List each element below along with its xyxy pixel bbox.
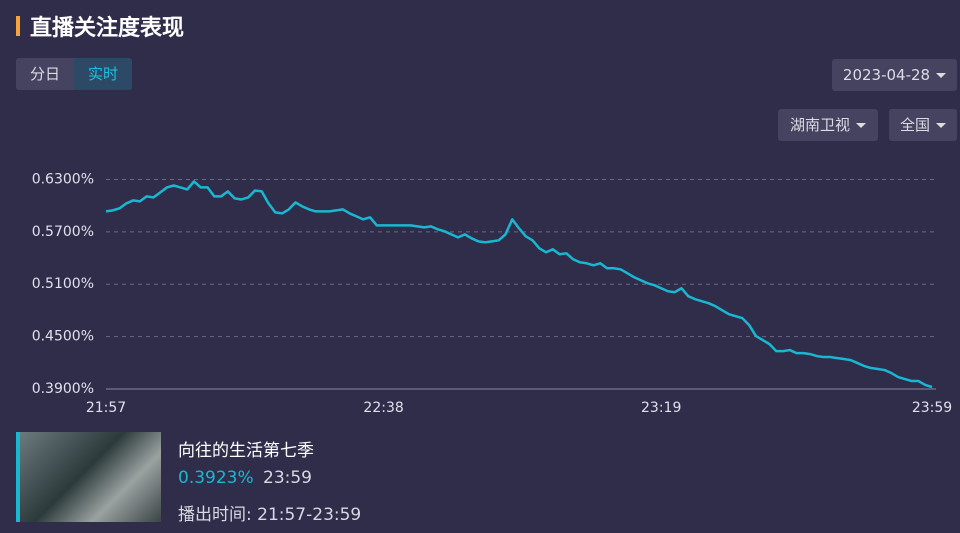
air-time: 播出时间: 21:57-23:59 bbox=[178, 505, 362, 525]
x-tick-label: 23:59 bbox=[912, 400, 952, 416]
region-text: 全国 bbox=[899, 116, 930, 134]
time: 23:59 bbox=[263, 468, 312, 488]
title: 直播关注度表现 bbox=[30, 16, 185, 41]
y-tick-label: 0.5700% bbox=[32, 224, 94, 240]
rating: 0.3923% bbox=[178, 468, 254, 488]
channel-dropdown[interactable]: 湖南卫视 bbox=[778, 109, 878, 141]
tab-button[interactable]: 分日 bbox=[16, 58, 74, 90]
chart: 0.3900% 0.4500% 0.5100% 0.5700% 0.6300% 21:57… bbox=[32, 171, 952, 416]
tab-button-active[interactable]: 实时 bbox=[74, 58, 132, 90]
channel-text: 湖南卫视 bbox=[789, 116, 850, 134]
date-text: 2023-04-28 bbox=[842, 66, 931, 84]
y-tick-label: 0.3900% bbox=[32, 381, 94, 397]
x-tick-label: 21:57 bbox=[86, 400, 126, 416]
x-tick-label: 23:19 bbox=[641, 400, 681, 416]
y-tick-label: 0.6300% bbox=[32, 171, 94, 187]
caret bbox=[856, 123, 866, 128]
region-dropdown[interactable]: 全国 bbox=[889, 109, 957, 141]
caret bbox=[936, 73, 947, 78]
card-accent bbox=[16, 432, 20, 522]
caret bbox=[936, 123, 946, 128]
x-tick-label: 22:38 bbox=[363, 400, 403, 416]
show-name: 向往的生活第七季 bbox=[178, 441, 314, 461]
data-line bbox=[105, 180, 933, 389]
y-tick-label: 0.5100% bbox=[32, 276, 94, 292]
show-thumbnail bbox=[20, 432, 161, 522]
y-tick-label: 0.4500% bbox=[32, 329, 94, 345]
title-accent bbox=[16, 16, 20, 36]
date-dropdown[interactable]: 2023-04-28 bbox=[832, 59, 957, 91]
